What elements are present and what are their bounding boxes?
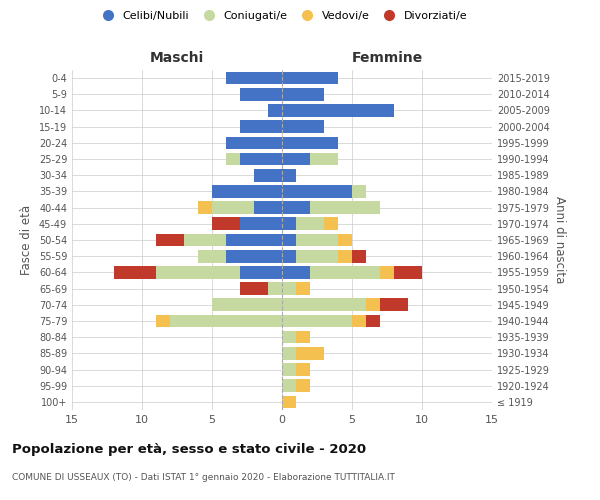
Bar	[282, 136, 338, 149]
Bar	[254, 169, 282, 181]
Bar	[268, 282, 282, 295]
Bar	[170, 314, 282, 328]
Bar	[282, 169, 296, 181]
Bar	[156, 266, 240, 278]
Bar	[296, 234, 338, 246]
Legend: Celibi/Nubili, Coniugati/e, Vedovi/e, Divorziati/e: Celibi/Nubili, Coniugati/e, Vedovi/e, Di…	[97, 10, 467, 20]
Bar	[296, 250, 338, 262]
Bar	[268, 104, 282, 117]
Bar	[240, 120, 282, 133]
Bar	[282, 152, 310, 166]
Bar	[282, 363, 296, 376]
Bar	[198, 250, 226, 262]
Bar	[310, 152, 338, 166]
Text: Popolazione per età, sesso e stato civile - 2020: Popolazione per età, sesso e stato civil…	[12, 442, 366, 456]
Bar	[156, 234, 184, 246]
Bar	[198, 202, 212, 214]
Bar	[184, 234, 226, 246]
Bar	[282, 314, 352, 328]
Bar	[282, 120, 324, 133]
Bar	[212, 185, 282, 198]
Bar	[366, 298, 380, 311]
Bar	[212, 218, 240, 230]
Bar	[240, 218, 282, 230]
Bar	[282, 104, 394, 117]
Y-axis label: Anni di nascita: Anni di nascita	[553, 196, 566, 284]
Text: Maschi: Maschi	[150, 51, 204, 65]
Bar	[296, 347, 324, 360]
Bar	[394, 266, 422, 278]
Bar	[310, 266, 380, 278]
Bar	[282, 250, 296, 262]
Bar	[282, 347, 296, 360]
Bar	[114, 266, 156, 278]
Bar	[338, 250, 352, 262]
Bar	[296, 282, 310, 295]
Bar	[296, 363, 310, 376]
Bar	[352, 185, 366, 198]
Bar	[240, 88, 282, 101]
Text: Femmine: Femmine	[352, 51, 422, 65]
Bar	[296, 331, 310, 344]
Bar	[212, 298, 282, 311]
Bar	[226, 152, 240, 166]
Bar	[282, 266, 310, 278]
Bar	[352, 314, 366, 328]
Bar	[282, 396, 296, 408]
Bar	[282, 331, 296, 344]
Bar	[226, 136, 282, 149]
Bar	[338, 234, 352, 246]
Y-axis label: Fasce di età: Fasce di età	[20, 205, 33, 275]
Bar	[212, 202, 254, 214]
Bar	[296, 218, 324, 230]
Bar	[226, 250, 282, 262]
Bar	[324, 218, 338, 230]
Bar	[366, 314, 380, 328]
Bar	[226, 72, 282, 85]
Bar	[282, 234, 296, 246]
Bar	[282, 298, 366, 311]
Bar	[282, 202, 310, 214]
Bar	[240, 266, 282, 278]
Bar	[226, 234, 282, 246]
Bar	[282, 218, 296, 230]
Bar	[282, 380, 296, 392]
Bar	[310, 202, 380, 214]
Bar	[254, 202, 282, 214]
Bar	[282, 282, 296, 295]
Bar	[282, 72, 338, 85]
Bar	[282, 88, 324, 101]
Bar	[380, 266, 394, 278]
Bar	[156, 314, 170, 328]
Bar	[240, 152, 282, 166]
Bar	[380, 298, 408, 311]
Bar	[352, 250, 366, 262]
Text: COMUNE DI USSEAUX (TO) - Dati ISTAT 1° gennaio 2020 - Elaborazione TUTTITALIA.IT: COMUNE DI USSEAUX (TO) - Dati ISTAT 1° g…	[12, 472, 395, 482]
Bar	[240, 282, 268, 295]
Bar	[282, 185, 352, 198]
Bar	[296, 380, 310, 392]
